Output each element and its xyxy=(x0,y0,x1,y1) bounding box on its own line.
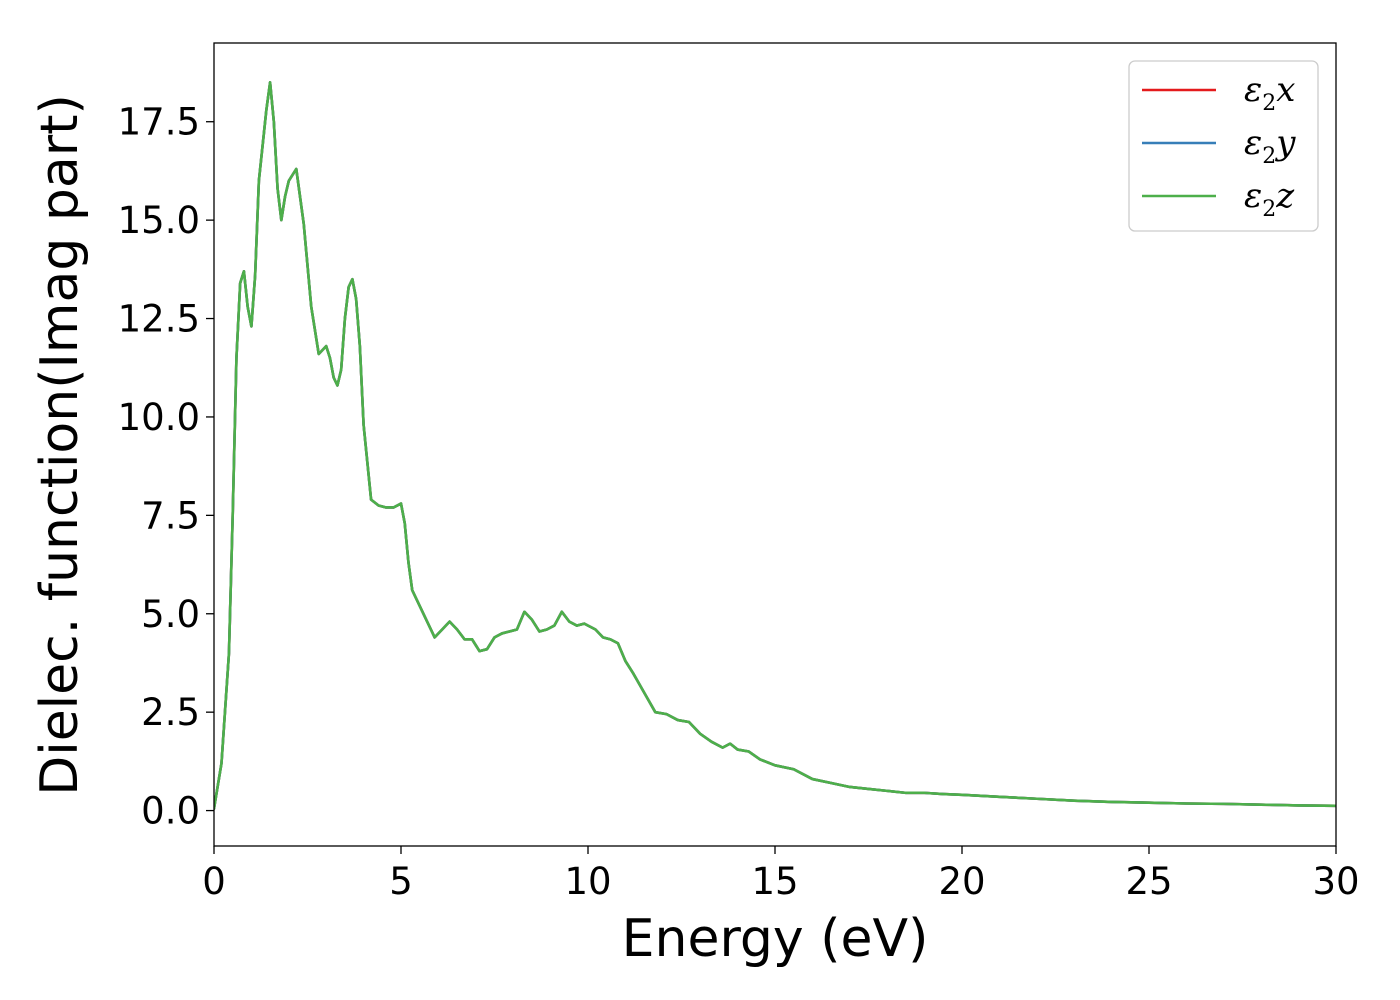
x-axis-label: Energy (eV) xyxy=(622,909,929,969)
legend-label-3: ε2z xyxy=(1244,176,1295,222)
legend-label-2: ε2y xyxy=(1244,123,1296,169)
y-tick-label: 2.5 xyxy=(141,691,200,734)
legend-label-1: ε2x xyxy=(1244,70,1295,116)
x-tick-label: 5 xyxy=(389,860,413,903)
y-tick-label: 0.0 xyxy=(141,790,200,833)
y-tick-label: 15.0 xyxy=(118,199,200,242)
x-tick-label: 10 xyxy=(564,860,611,903)
y-tick-label: 7.5 xyxy=(141,494,200,537)
x-tick-label: 15 xyxy=(751,860,798,903)
y-tick-label: 10.0 xyxy=(118,396,200,439)
series-line-3 xyxy=(214,81,1336,810)
legend-box xyxy=(1128,60,1319,232)
plot-area xyxy=(213,42,1337,847)
x-tick-label: 0 xyxy=(202,860,226,903)
legend: ε2x ε2y ε2z xyxy=(1128,60,1319,232)
x-tick-label: 20 xyxy=(938,860,985,903)
x-tick-label: 25 xyxy=(1125,860,1172,903)
y-tick-label: 5.0 xyxy=(141,593,200,636)
y-tick-label: 17.5 xyxy=(118,101,200,144)
y-axis-ticks: 0.0 2.5 5.0 7.5 10.0 12.5 15.0 17.5 xyxy=(118,101,214,833)
x-tick-label: 30 xyxy=(1312,860,1359,903)
y-tick-label: 12.5 xyxy=(118,298,200,341)
y-axis-label: Dielec. function(Imag part) xyxy=(30,94,90,796)
x-axis-ticks: 0 5 10 15 20 25 30 xyxy=(202,846,1360,903)
series-layer xyxy=(214,81,1336,810)
